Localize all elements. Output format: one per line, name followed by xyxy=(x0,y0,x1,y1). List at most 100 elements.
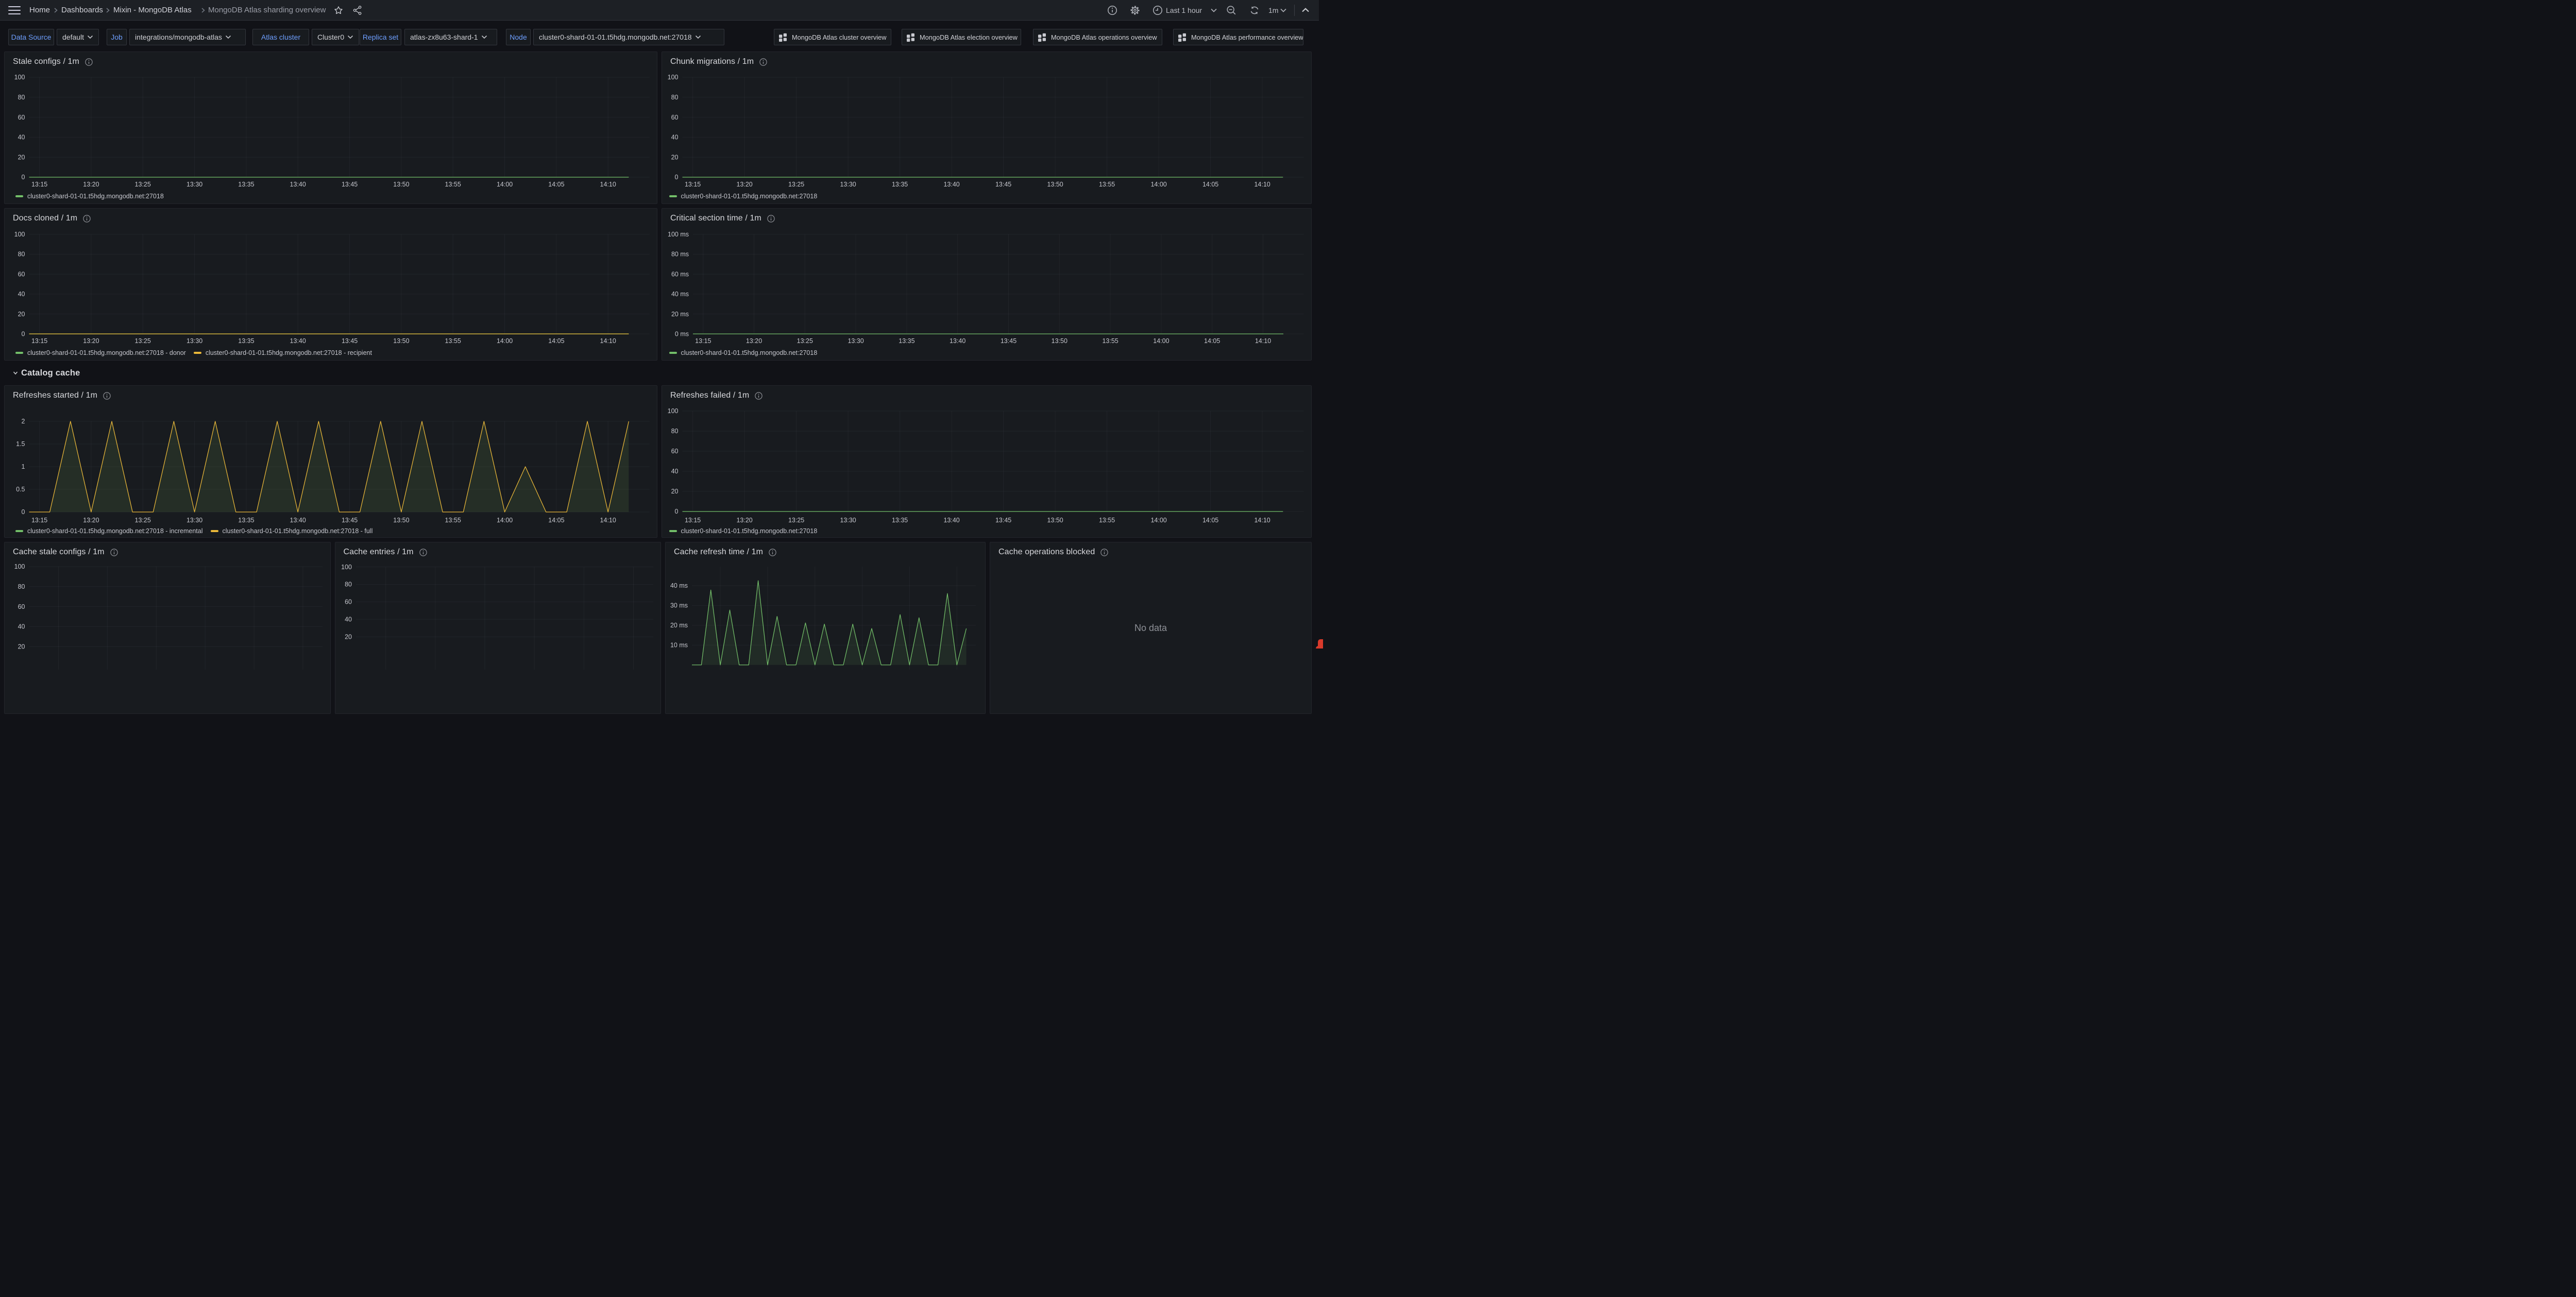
svg-text:13:40: 13:40 xyxy=(290,517,306,524)
svg-text:13:35: 13:35 xyxy=(238,337,254,345)
svg-text:13:50: 13:50 xyxy=(393,517,409,524)
svg-text:13:30: 13:30 xyxy=(187,517,202,524)
svg-text:13:45: 13:45 xyxy=(995,181,1011,188)
svg-text:13:20: 13:20 xyxy=(83,181,99,188)
svg-text:13:35: 13:35 xyxy=(238,181,254,188)
svg-text:13:55: 13:55 xyxy=(1099,517,1115,524)
svg-text:80 ms: 80 ms xyxy=(671,251,689,258)
svg-text:80: 80 xyxy=(671,94,679,101)
svg-text:13:50: 13:50 xyxy=(1047,517,1063,524)
svg-text:13:35: 13:35 xyxy=(238,517,254,524)
svg-text:100: 100 xyxy=(668,74,679,81)
svg-text:14:05: 14:05 xyxy=(1202,181,1218,188)
svg-text:14:10: 14:10 xyxy=(600,337,616,345)
svg-text:0: 0 xyxy=(22,174,25,181)
svg-text:13:45: 13:45 xyxy=(995,517,1011,524)
svg-text:13:25: 13:25 xyxy=(135,517,151,524)
svg-text:13:15: 13:15 xyxy=(31,337,47,345)
svg-text:13:35: 13:35 xyxy=(899,337,914,345)
svg-text:13:15: 13:15 xyxy=(31,517,47,524)
svg-text:13:30: 13:30 xyxy=(848,337,863,345)
svg-text:13:20: 13:20 xyxy=(83,517,99,524)
svg-text:13:40: 13:40 xyxy=(943,517,959,524)
svg-text:0: 0 xyxy=(675,174,679,181)
svg-text:14:05: 14:05 xyxy=(548,517,564,524)
svg-text:13:55: 13:55 xyxy=(445,181,461,188)
svg-text:13:45: 13:45 xyxy=(342,181,358,188)
svg-text:80: 80 xyxy=(671,428,679,435)
svg-text:0: 0 xyxy=(675,508,679,515)
svg-text:20: 20 xyxy=(671,153,679,161)
svg-text:14:10: 14:10 xyxy=(1254,517,1270,524)
svg-text:13:55: 13:55 xyxy=(1102,337,1118,345)
svg-text:100: 100 xyxy=(14,563,25,570)
svg-text:100 ms: 100 ms xyxy=(668,231,689,238)
svg-text:40 ms: 40 ms xyxy=(670,582,688,589)
svg-text:13:30: 13:30 xyxy=(840,181,856,188)
svg-text:10 ms: 10 ms xyxy=(670,642,688,649)
svg-text:14:00: 14:00 xyxy=(497,337,513,345)
svg-text:13:50: 13:50 xyxy=(1052,337,1067,345)
svg-text:30 ms: 30 ms xyxy=(670,602,688,609)
svg-text:0: 0 xyxy=(22,508,25,516)
svg-text:0.5: 0.5 xyxy=(16,486,25,493)
svg-text:13:40: 13:40 xyxy=(943,181,959,188)
svg-text:13:25: 13:25 xyxy=(135,337,151,345)
svg-text:14:10: 14:10 xyxy=(600,181,616,188)
svg-text:14:05: 14:05 xyxy=(548,337,564,345)
svg-text:13:20: 13:20 xyxy=(736,181,752,188)
svg-text:20: 20 xyxy=(345,633,352,640)
svg-text:40: 40 xyxy=(18,623,25,630)
svg-text:13:45: 13:45 xyxy=(1001,337,1016,345)
svg-text:13:15: 13:15 xyxy=(685,181,701,188)
svg-text:13:20: 13:20 xyxy=(746,337,762,345)
svg-text:14:00: 14:00 xyxy=(1150,517,1166,524)
svg-text:80: 80 xyxy=(18,94,25,101)
svg-text:13:50: 13:50 xyxy=(393,181,409,188)
svg-text:40 ms: 40 ms xyxy=(671,291,689,298)
svg-text:14:00: 14:00 xyxy=(1150,181,1166,188)
svg-text:13:50: 13:50 xyxy=(393,337,409,345)
svg-text:0 ms: 0 ms xyxy=(675,331,689,338)
svg-text:13:15: 13:15 xyxy=(31,181,47,188)
svg-text:13:55: 13:55 xyxy=(445,517,461,524)
svg-text:13:55: 13:55 xyxy=(1099,181,1115,188)
svg-text:20 ms: 20 ms xyxy=(671,311,689,318)
svg-text:13:20: 13:20 xyxy=(83,337,99,345)
svg-text:14:10: 14:10 xyxy=(600,517,616,524)
svg-text:100: 100 xyxy=(14,231,25,238)
svg-text:13:30: 13:30 xyxy=(187,181,202,188)
svg-text:40: 40 xyxy=(18,291,25,298)
svg-text:13:40: 13:40 xyxy=(290,337,306,345)
svg-text:20: 20 xyxy=(18,643,25,650)
svg-text:13:15: 13:15 xyxy=(695,337,711,345)
svg-text:60: 60 xyxy=(18,270,25,278)
svg-text:40: 40 xyxy=(671,468,679,475)
svg-text:60: 60 xyxy=(671,448,679,455)
svg-text:14:05: 14:05 xyxy=(1204,337,1220,345)
svg-text:14:00: 14:00 xyxy=(1153,337,1169,345)
svg-text:13:25: 13:25 xyxy=(788,181,804,188)
svg-text:80: 80 xyxy=(18,583,25,590)
svg-text:14:00: 14:00 xyxy=(497,181,513,188)
svg-text:13:55: 13:55 xyxy=(445,337,461,345)
svg-text:80: 80 xyxy=(18,251,25,258)
svg-text:60 ms: 60 ms xyxy=(671,270,689,278)
svg-text:100: 100 xyxy=(14,74,25,81)
svg-text:60: 60 xyxy=(671,114,679,121)
svg-text:13:45: 13:45 xyxy=(342,337,358,345)
svg-text:40: 40 xyxy=(671,134,679,141)
svg-text:1.5: 1.5 xyxy=(16,440,25,448)
svg-text:13:30: 13:30 xyxy=(187,337,202,345)
svg-text:13:50: 13:50 xyxy=(1047,181,1063,188)
svg-text:60: 60 xyxy=(345,599,352,606)
svg-text:13:20: 13:20 xyxy=(736,517,752,524)
svg-text:14:05: 14:05 xyxy=(1202,517,1218,524)
svg-text:14:10: 14:10 xyxy=(1255,337,1271,345)
svg-text:80: 80 xyxy=(345,581,352,588)
svg-text:1: 1 xyxy=(22,463,25,470)
svg-text:14:00: 14:00 xyxy=(497,517,513,524)
svg-text:40: 40 xyxy=(345,616,352,623)
svg-text:13:25: 13:25 xyxy=(788,517,804,524)
svg-text:14:05: 14:05 xyxy=(548,181,564,188)
